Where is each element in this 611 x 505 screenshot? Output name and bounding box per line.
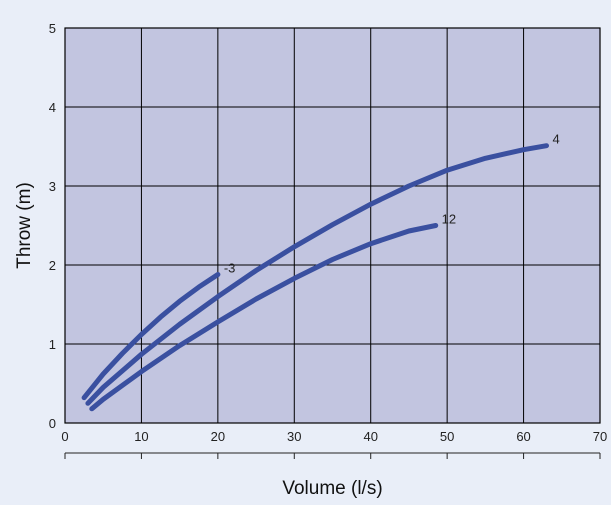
y-axis-ticks: 0 1 2 3 4 5: [49, 21, 56, 431]
x-tick-label: 20: [211, 429, 225, 444]
x-tick-label: 30: [287, 429, 301, 444]
x-tick-label: 10: [134, 429, 148, 444]
plot-frame: [64, 27, 601, 424]
series-line-1: [85, 143, 549, 406]
series-line-0: [81, 272, 221, 401]
x-tick-label: 50: [440, 429, 454, 444]
grid: [64, 27, 601, 424]
y-tick-label: 5: [49, 21, 56, 36]
x-axis-ticks: 0 10 20 30 40 50 60 70: [61, 429, 607, 459]
series-label-0: -3: [224, 260, 236, 275]
series-label-1: 4: [553, 132, 560, 147]
x-tick-label: 0: [61, 429, 68, 444]
y-tick-label: 4: [49, 100, 56, 115]
series-line-2: [89, 223, 439, 412]
x-axis-title: Volume (l/s): [282, 478, 382, 499]
series-label-2: 12: [442, 212, 456, 227]
y-tick-label: 2: [49, 258, 56, 273]
x-tick-label: 40: [363, 429, 377, 444]
series-group: -3 4 12: [81, 132, 560, 412]
x-tick-label: 60: [516, 429, 530, 444]
y-tick-label: 1: [49, 337, 56, 352]
y-tick-label: 0: [49, 416, 56, 431]
x-tick-label: 70: [593, 429, 607, 444]
y-tick-label: 3: [49, 179, 56, 194]
y-axis-title: Throw (m): [14, 182, 35, 269]
